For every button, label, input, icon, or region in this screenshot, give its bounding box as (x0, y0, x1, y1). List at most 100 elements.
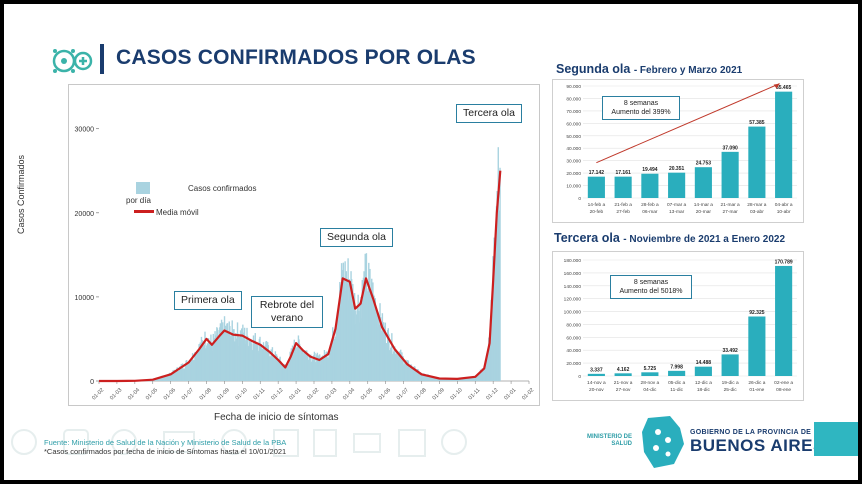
legend-line-swatch (134, 210, 154, 213)
x-tick-label: 06-mar (642, 209, 658, 215)
x-tick-label: 21-nov a (614, 380, 633, 386)
x-tick-label: 01-09 (432, 387, 446, 401)
side-chart-1-title: Segunda ola - Febrero y Marzo 2021 (556, 62, 742, 76)
bar (614, 176, 632, 198)
y-tick-label: 140.000 (564, 284, 582, 290)
y-tick-label: 10.000 (566, 184, 581, 190)
x-tick-label: 13-mar (669, 209, 685, 215)
bar-value-label: 14.488 (696, 360, 712, 366)
side-chart-2-annot-line2: Aumento del 5018% (619, 288, 683, 295)
x-tick-label: 01-05 (145, 387, 159, 401)
x-tick-label: 01-10 (235, 387, 249, 401)
gov-logo: GOBIERNO DE LA PROVINCIA DE BUENOS AIRES (690, 429, 825, 456)
x-tick-label: 27-feb (616, 209, 630, 215)
x-tick-label: 01-03 (109, 387, 123, 401)
y-tick-label: 60.000 (566, 335, 581, 341)
x-tick-label: 20-feb (590, 209, 604, 215)
x-tick-label: 12-dic a (695, 380, 712, 386)
side-chart-2-svg: 0 20.000 40.000 60.000 80.000 100.000 120.000 1… (564, 258, 797, 393)
main-y-axis-title: Casos Confirmados (16, 154, 26, 234)
bar (721, 354, 739, 376)
side-chart-1-annotation: 8 semanas Aumento del 399% (602, 96, 680, 120)
side-chart-1-annot-line1: 8 semanas (623, 100, 659, 107)
y-tick-label: 0 (578, 196, 581, 202)
footer-note: *Casos confirmados por fecha de inicio d… (44, 447, 287, 456)
y-tick-label: 70.000 (566, 109, 581, 115)
callout-segunda-ola: Segunda ola (320, 228, 393, 247)
gov-line1: GOBIERNO DE LA PROVINCIA DE (690, 429, 812, 436)
bar (668, 172, 686, 198)
x-tick-label: 01-07 (181, 387, 195, 401)
bar-value-label: 20.351 (669, 166, 685, 172)
footer-source: Fuente: Ministerio de Salud de la Nación… (44, 438, 287, 447)
side-chart-1-title-main: Segunda ola (556, 62, 631, 76)
callout-rebrote-verano: Rebrote del verano (251, 296, 323, 328)
x-tick-label: 19-dic a (722, 380, 739, 386)
x-tick-label: 20-mar (696, 209, 712, 215)
x-tick-label: 01-10 (450, 387, 464, 401)
x-tick-label: 01-02 (521, 387, 535, 401)
x-tick-label: 01-02 (91, 387, 105, 401)
bar-value-label: 5.725 (644, 366, 657, 372)
y-tick-label: 180.000 (564, 258, 582, 264)
gov-line2: BUENOS AIRES (690, 436, 825, 455)
x-tick-label: 01-08 (414, 387, 428, 401)
main-chart: 0 10000 20000 30000 01-02 01-03 01-04 01-05 01-0… (68, 84, 540, 406)
x-tick-label: 28-nov a (641, 380, 660, 386)
y-tick-label: 20000 (75, 211, 95, 218)
x-tick-label: 05-dic a (668, 380, 685, 386)
side-chart-1-subtitle: - Febrero y Marzo 2021 (633, 65, 743, 76)
daily-bar (499, 167, 501, 381)
x-tick-label: 14-feb a (588, 202, 606, 208)
x-tick-label: 01-04 (342, 387, 356, 401)
side-chart-1-svg: 0 10.000 20.000 30.000 40.000 50.000 60.000 70.… (566, 83, 797, 215)
bar (775, 91, 793, 198)
bar (748, 126, 766, 198)
bar-value-label: 92.325 (749, 310, 765, 316)
x-tick-label: 01-02 (306, 387, 320, 401)
bar (748, 316, 766, 376)
daily-bars (116, 147, 501, 381)
side-chart-2-title: Tercera ola - Noviembre de 2021 a Enero … (554, 231, 785, 245)
y-tick-label: 60.000 (566, 121, 581, 127)
x-tick-label: 27-nov (616, 387, 631, 393)
bar-value-label: 85.465 (776, 85, 792, 91)
x-tick-label: 14-mar a (694, 202, 714, 208)
y-tick-label: 160.000 (564, 271, 582, 277)
side-chart-2-annotation: 8 semanas Aumento del 5018% (610, 275, 692, 299)
legend-line-label: Media móvil (156, 208, 199, 217)
bar-value-label: 24.753 (696, 161, 712, 167)
bar-value-label: 37.090 (722, 145, 738, 151)
x-tick-label: 01-ene (749, 387, 764, 393)
x-tick-label: 03-abr (750, 209, 764, 215)
province-map-icon (642, 416, 684, 468)
x-tick-label: 10-abr (777, 209, 791, 215)
x-tick-label: 20-nov (589, 387, 604, 393)
y-tick-label: 0 (578, 374, 581, 380)
bar-value-label: 170.789 (775, 259, 793, 265)
bar (587, 373, 605, 376)
bar-value-label: 3.337 (590, 367, 603, 373)
x-tick-label: 28-feb a (641, 202, 659, 208)
x-tick-label: 27-mar (723, 209, 739, 215)
bar (721, 151, 739, 198)
slide: CASOS CONFIRMADOS POR OLAS 0 10000 20000 30… (4, 4, 858, 480)
bar (641, 173, 659, 198)
x-tick-label: 07-mar a (667, 202, 687, 208)
x-tick-label: 01-11 (253, 387, 267, 401)
ministerio-line1: MINISTERIO DE (587, 434, 633, 440)
legend-bar-swatch (136, 182, 150, 194)
trend-arrow (596, 83, 780, 164)
x-tick-label: 01-01 (288, 387, 302, 401)
y-tick-label: 120.000 (564, 297, 582, 303)
x-tick-label: 21-feb a (614, 202, 632, 208)
ministerio-label: MINISTERIO DE SALUD (587, 434, 632, 448)
x-tick-label: 02-ene a (774, 380, 793, 386)
y-tick-label: 40.000 (566, 146, 581, 152)
y-tick-label: 50.000 (566, 134, 581, 140)
side-chart-2-title-main: Tercera ola (554, 231, 620, 245)
bar (694, 366, 712, 376)
x-tick-label: 01-12 (270, 387, 284, 401)
callout-primera-ola: Primera ola (174, 291, 242, 310)
title-accent-bar (100, 44, 104, 74)
